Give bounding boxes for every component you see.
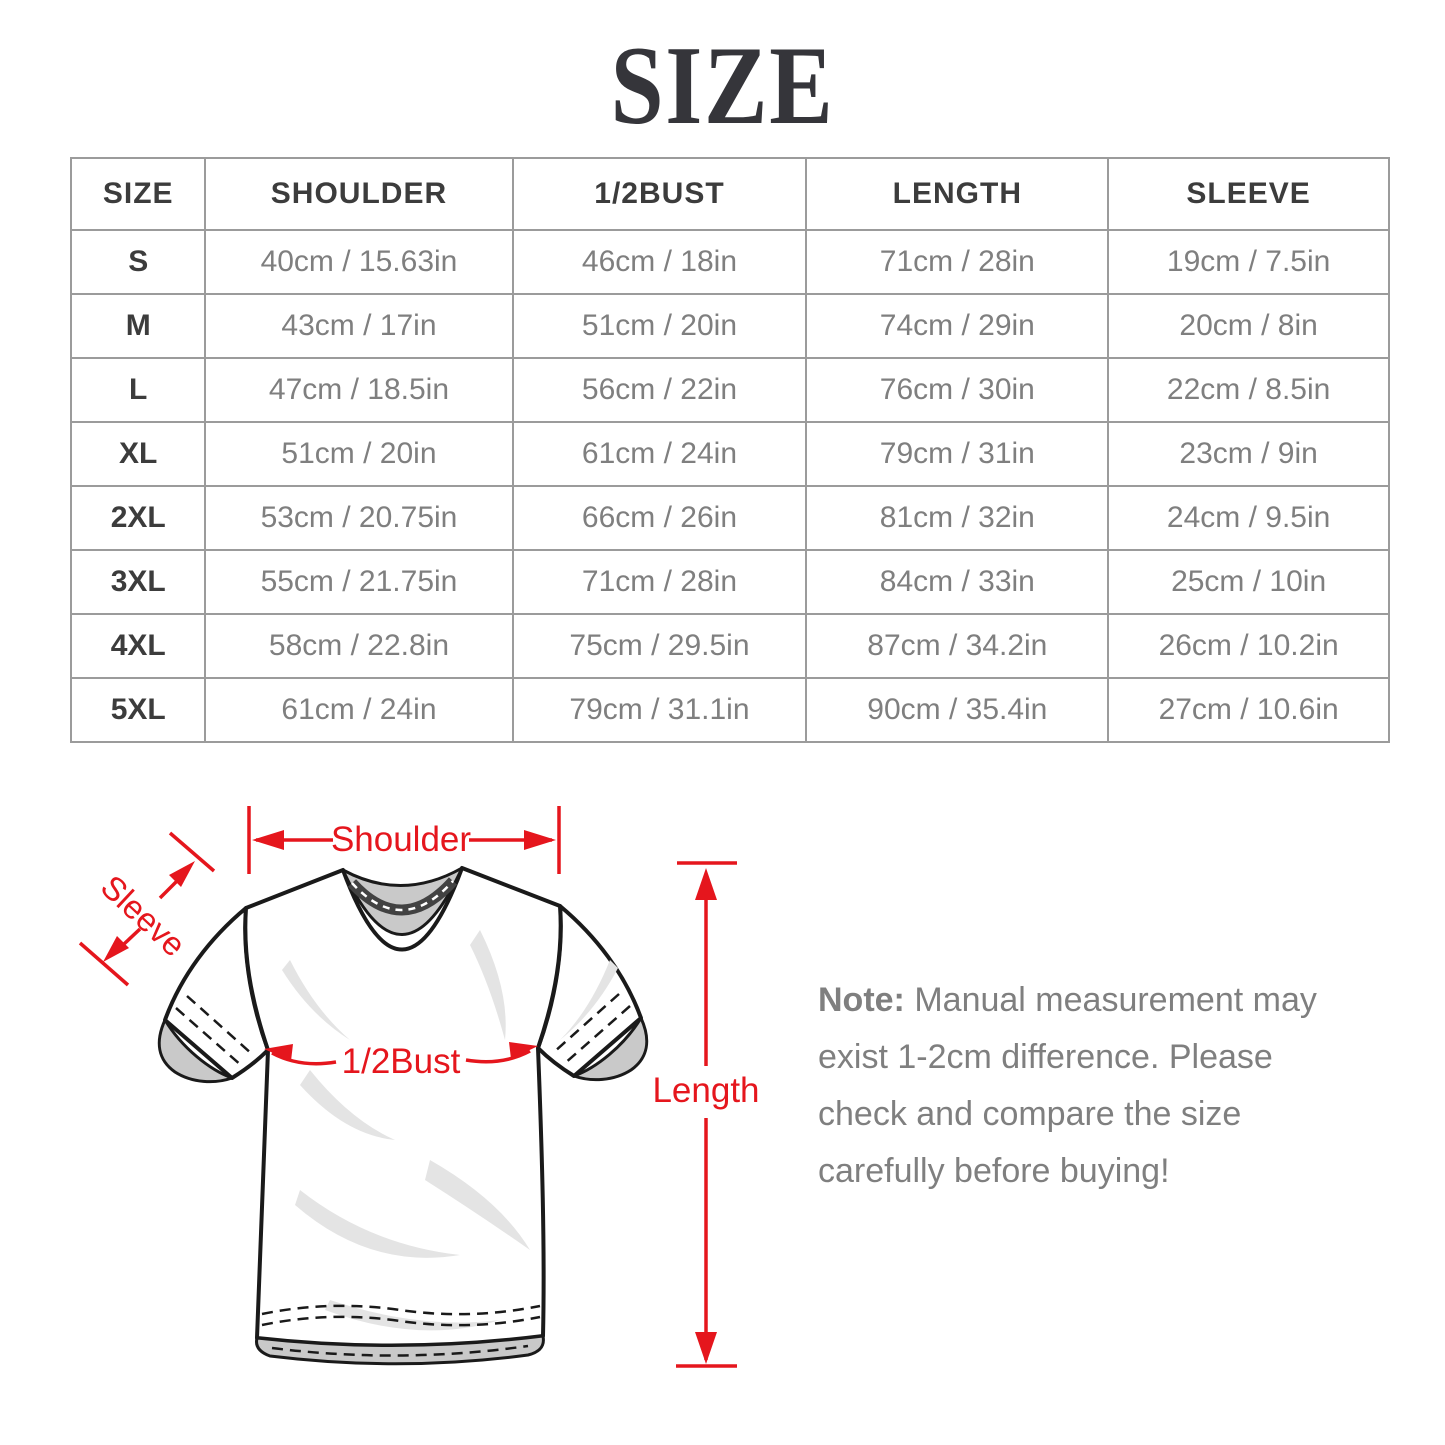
column-header-sleeve: SLEEVE — [1107, 157, 1390, 231]
bust-cell: 66cm / 26in — [511, 485, 808, 551]
hem — [255, 1334, 545, 1366]
table-row: 2XL 53cm / 20.75in 66cm / 26in 81cm / 32… — [69, 485, 1390, 551]
sleeve-cell: 19cm / 7.5in — [1107, 229, 1390, 295]
length-cell: 79cm / 31in — [805, 421, 1110, 487]
column-header-size: SIZE — [69, 157, 207, 231]
bust-dimension-label: 1/2Bust — [341, 1042, 461, 1081]
sleeve-cell: 23cm / 9in — [1107, 421, 1390, 487]
sleeve-cell: 24cm / 9.5in — [1107, 485, 1390, 551]
column-header-length: LENGTH — [805, 157, 1110, 231]
measurement-note: Note: Manual measurement may exist 1-2cm… — [818, 972, 1358, 1200]
shoulder-dimension-label: Shoulder — [330, 820, 472, 859]
bust-cell: 79cm / 31.1in — [511, 677, 808, 743]
shoulder-cell: 47cm / 18.5in — [204, 357, 514, 423]
right-cuff — [572, 1016, 649, 1082]
column-header-bust: 1/2BUST — [511, 157, 808, 231]
table-header-row: SIZE SHOULDER 1/2BUST LENGTH SLEEVE — [69, 157, 1390, 231]
bust-cell: 56cm / 22in — [511, 357, 808, 423]
size-cell: 4XL — [69, 613, 207, 679]
sleeve-cell: 20cm / 8in — [1107, 293, 1390, 359]
length-cell: 76cm / 30in — [805, 357, 1110, 423]
bust-cell: 51cm / 20in — [511, 293, 808, 359]
bust-dimension — [264, 1042, 538, 1066]
length-cell: 71cm / 28in — [805, 229, 1110, 295]
note-label: Note: — [818, 981, 905, 1019]
table-row: 5XL 61cm / 24in 79cm / 31.1in 90cm / 35.… — [69, 677, 1390, 743]
shoulder-cell: 51cm / 20in — [204, 421, 514, 487]
sleeve-cell: 25cm / 10in — [1107, 549, 1390, 615]
collar-band-stitch — [351, 880, 454, 912]
note-line: Note: Manual measurement may — [818, 972, 1358, 1029]
bust-cell: 75cm / 29.5in — [511, 613, 808, 679]
sleeve-cell: 27cm / 10.6in — [1107, 677, 1390, 743]
note-line: exist 1-2cm difference. Please — [818, 1038, 1273, 1076]
collar — [341, 866, 464, 936]
left-cuff — [157, 1018, 234, 1084]
shoulder-dimension — [247, 806, 561, 874]
size-cell: 3XL — [69, 549, 207, 615]
size-cell: M — [69, 293, 207, 359]
table-row: 4XL 58cm / 22.8in 75cm / 29.5in 87cm / 3… — [69, 613, 1390, 679]
shirt-body — [243, 866, 563, 1348]
size-cell: XL — [69, 421, 207, 487]
tshirt-diagram — [78, 806, 737, 1368]
size-table: SIZE SHOULDER 1/2BUST LENGTH SLEEVE S 40… — [69, 157, 1390, 743]
length-cell: 74cm / 29in — [805, 293, 1110, 359]
fabric-wrinkles — [282, 930, 618, 1331]
shoulder-cell: 43cm / 17in — [204, 293, 514, 359]
shoulder-cell: 58cm / 22.8in — [204, 613, 514, 679]
stitching — [175, 993, 631, 1357]
page-title: SIZE — [610, 24, 835, 148]
size-cell: L — [69, 357, 207, 423]
length-cell: 84cm / 33in — [805, 549, 1110, 615]
note-line: check and compare the size — [818, 1095, 1242, 1133]
note-text: Manual measurement may — [914, 981, 1317, 1019]
size-cell: 2XL — [69, 485, 207, 551]
shoulder-cell: 61cm / 24in — [204, 677, 514, 743]
tshirt-graphic — [157, 866, 649, 1366]
length-dimension-label: Length — [652, 1071, 760, 1110]
table-row: 3XL 55cm / 21.75in 71cm / 28in 84cm / 33… — [69, 549, 1390, 615]
size-cell: 5XL — [69, 677, 207, 743]
bust-cell: 71cm / 28in — [511, 549, 808, 615]
length-cell: 81cm / 32in — [805, 485, 1110, 551]
length-cell: 90cm / 35.4in — [805, 677, 1110, 743]
sleeve-cell: 22cm / 8.5in — [1107, 357, 1390, 423]
length-dimension — [676, 861, 737, 1368]
table-row: XL 51cm / 20in 61cm / 24in 79cm / 31in 2… — [69, 421, 1390, 487]
bust-cell: 61cm / 24in — [511, 421, 808, 487]
table-row: L 47cm / 18.5in 56cm / 22in 76cm / 30in … — [69, 357, 1390, 423]
table-row: M 43cm / 17in 51cm / 20in 74cm / 29in 20… — [69, 293, 1390, 359]
length-cell: 87cm / 34.2in — [805, 613, 1110, 679]
bust-cell: 46cm / 18in — [511, 229, 808, 295]
shoulder-cell: 53cm / 20.75in — [204, 485, 514, 551]
sleeve-dimension — [78, 831, 216, 987]
size-cell: S — [69, 229, 207, 295]
table-row: S 40cm / 15.63in 46cm / 18in 71cm / 28in… — [69, 229, 1390, 295]
shoulder-cell: 40cm / 15.63in — [204, 229, 514, 295]
note-line: carefully before buying! — [818, 1152, 1170, 1190]
shoulder-cell: 55cm / 21.75in — [204, 549, 514, 615]
column-header-shoulder: SHOULDER — [204, 157, 514, 231]
sleeve-cell: 26cm / 10.2in — [1107, 613, 1390, 679]
